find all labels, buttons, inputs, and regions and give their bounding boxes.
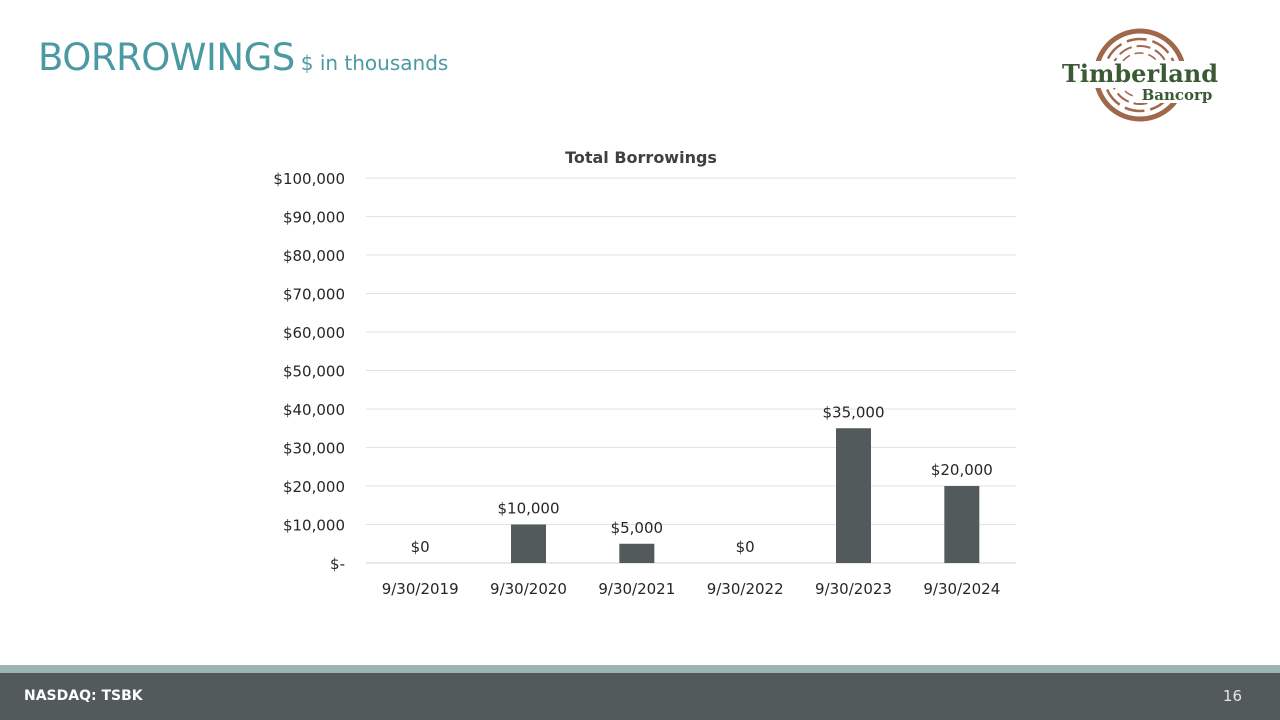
y-tick-label: $100,000 xyxy=(273,170,345,188)
x-tick-label: 9/30/2023 xyxy=(815,580,892,598)
x-tick-label: 9/30/2020 xyxy=(490,580,567,598)
y-tick-label: $20,000 xyxy=(283,478,345,496)
x-tick-label: 9/30/2021 xyxy=(598,580,675,598)
x-axis-labels: 9/30/2019 9/30/2020 9/30/2021 9/30/2022 9/30… xyxy=(382,580,1001,598)
slide-title-subtitle: $ in thousands xyxy=(300,51,449,75)
bar-9-30-2023 xyxy=(836,428,871,563)
chart-gridlines xyxy=(366,177,1016,564)
timberland-logo: Timberland Bancorp xyxy=(1058,28,1226,122)
y-tick-label: $70,000 xyxy=(283,286,345,304)
bar-9-30-2024 xyxy=(944,486,980,563)
y-tick-label: $50,000 xyxy=(283,363,345,381)
y-tick-label: $60,000 xyxy=(283,324,345,342)
y-tick-label: $90,000 xyxy=(283,209,345,227)
y-tick-label: $- xyxy=(330,555,345,573)
y-tick-label: $10,000 xyxy=(283,517,345,535)
data-labels: $0 $10,000 $5,000 $0 $35,000 $20,000 xyxy=(411,403,993,556)
x-tick-label: 9/30/2019 xyxy=(382,580,459,598)
footer-bar: NASDAQ: TSBK 16 xyxy=(0,673,1280,720)
footer-stripe xyxy=(0,665,1280,673)
data-label: $5,000 xyxy=(611,519,664,537)
data-label: $20,000 xyxy=(931,461,993,479)
slide-title-main: BORROWINGS xyxy=(38,36,295,79)
page-number: 16 xyxy=(1222,687,1242,705)
y-axis-labels: $- $10,000 $20,000 $30,000 $40,000 $50,000 $60… xyxy=(273,170,345,573)
logo-name-bottom: Bancorp xyxy=(1142,86,1213,104)
data-label: $0 xyxy=(411,538,430,556)
x-tick-label: 9/30/2022 xyxy=(707,580,784,598)
data-label: $10,000 xyxy=(497,500,559,518)
x-tick-label: 9/30/2024 xyxy=(923,580,1000,598)
bar-9-30-2021 xyxy=(619,543,655,563)
logo-name-top: Timberland xyxy=(1062,59,1218,88)
y-tick-label: $40,000 xyxy=(283,401,345,419)
total-borrowings-chart: Total Borrowings $- $10,000 $20,000 $30,000… xyxy=(273,148,1016,598)
slide-title: BORROWINGS $ in thousands xyxy=(38,36,448,79)
y-tick-label: $80,000 xyxy=(283,247,345,265)
chart-bars xyxy=(511,428,980,563)
data-label: $35,000 xyxy=(822,403,884,421)
chart-title: Total Borrowings xyxy=(565,148,717,167)
y-tick-label: $30,000 xyxy=(283,440,345,458)
footer-ticker: NASDAQ: TSBK xyxy=(24,688,143,704)
bar-9-30-2020 xyxy=(511,524,546,563)
data-label: $0 xyxy=(736,538,755,556)
